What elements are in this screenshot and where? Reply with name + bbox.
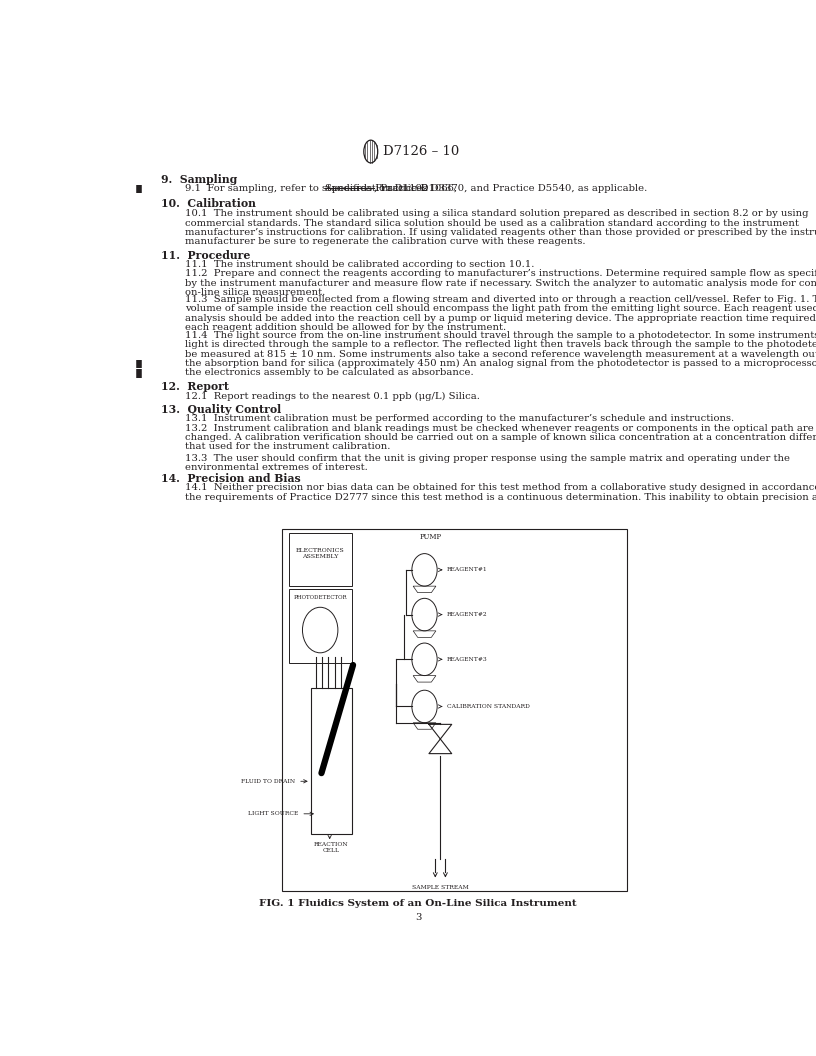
Text: LIGHT SOURCE: LIGHT SOURCE	[248, 811, 298, 816]
Text: the electronics assembly to be calculated as absorbance.: the electronics assembly to be calculate…	[185, 369, 473, 377]
Text: 10.1  The instrument should be calibrated using a silica standard solution prepa: 10.1 The instrument should be calibrated…	[185, 209, 809, 219]
Text: PHOTODETECTOR: PHOTODETECTOR	[294, 596, 347, 600]
Text: 13.  Quality Control: 13. Quality Control	[161, 404, 281, 415]
Text: PUMP: PUMP	[419, 533, 442, 542]
Text: 11.  Procedure: 11. Procedure	[161, 249, 251, 261]
Text: REAGENT#2: REAGENT#2	[446, 612, 487, 617]
Text: 11.2  Prepare and connect the reagents according to manufacturer’s instructions.: 11.2 Prepare and connect the reagents ac…	[185, 269, 816, 279]
Text: , Practices D3370, and Practice D5540, as applicable.: , Practices D3370, and Practice D5540, a…	[374, 184, 647, 193]
Text: each reagent addition should be allowed for by the instrument.: each reagent addition should be allowed …	[185, 323, 506, 333]
Text: volume of sample inside the reaction cell should encompass the light path from t: volume of sample inside the reaction cel…	[185, 304, 816, 314]
Text: FLUID TO DRAIN: FLUID TO DRAIN	[241, 778, 295, 784]
Text: 12.  Report: 12. Report	[161, 381, 228, 392]
Text: 13.1  Instrument calibration must be performed according to the manufacturer’s s: 13.1 Instrument calibration must be perf…	[185, 414, 734, 423]
Text: D7126 – 10: D7126 – 10	[383, 145, 459, 158]
Text: Specification D1192: Specification D1192	[325, 184, 428, 193]
Text: 3: 3	[415, 913, 421, 922]
Text: 14.  Precision and Bias: 14. Precision and Bias	[161, 473, 300, 484]
Text: 14.1  Neither precision nor bias data can be obtained for this test method from : 14.1 Neither precision nor bias data can…	[185, 484, 816, 492]
Text: ELECTRONICS
ASSEMBLY: ELECTRONICS ASSEMBLY	[296, 548, 344, 559]
Bar	[289, 588, 352, 663]
Text: on-line silica measurement.: on-line silica measurement.	[185, 288, 325, 297]
Text: 9.1  For sampling, refer to standards Practice D1066,: 9.1 For sampling, refer to standards Pra…	[185, 184, 460, 193]
Text: FIG. 1 Fluidics System of an On-Line Silica Instrument: FIG. 1 Fluidics System of an On-Line Sil…	[259, 900, 577, 908]
Text: analysis should be added into the reaction cell by a pump or liquid metering dev: analysis should be added into the reacti…	[185, 314, 816, 323]
Bar	[289, 533, 352, 586]
Text: REAGENT#1: REAGENT#1	[446, 567, 487, 572]
Text: REACTION
CELL: REACTION CELL	[314, 843, 348, 853]
Text: 13.2  Instrument calibration and blank readings must be checked whenever reagent: 13.2 Instrument calibration and blank re…	[185, 423, 814, 433]
Text: REAGENT#3: REAGENT#3	[446, 657, 487, 662]
Text: the requirements of Practice D2777 since this test method is a continuous determ: the requirements of Practice D2777 since…	[185, 493, 816, 502]
Text: commercial standards. The standard silica solution should be used as a calibrati: commercial standards. The standard silic…	[185, 219, 799, 228]
Text: by the instrument manufacturer and measure flow rate if necessary. Switch the an: by the instrument manufacturer and measu…	[185, 279, 816, 287]
Text: manufacturer be sure to regenerate the calibration curve with these reagents.: manufacturer be sure to regenerate the c…	[185, 238, 585, 246]
Text: the absorption band for silica (approximately 450 nm) An analog signal from the : the absorption band for silica (approxim…	[185, 359, 816, 369]
Text: CALIBRATION STANDARD: CALIBRATION STANDARD	[446, 704, 530, 709]
Bar	[282, 529, 627, 891]
Text: changed. A calibration verification should be carried out on a sample of known s: changed. A calibration verification shou…	[185, 433, 816, 441]
Text: 13.3  The user should confirm that the unit is giving proper response using the : 13.3 The user should confirm that the un…	[185, 454, 790, 463]
Text: 11.4  The light source from the on-line instrument should travel through the sam: 11.4 The light source from the on-line i…	[185, 331, 816, 340]
Text: manufacturer’s instructions for calibration. If using validated reagents other t: manufacturer’s instructions for calibrat…	[185, 228, 816, 237]
Text: 9.  Sampling: 9. Sampling	[161, 174, 237, 185]
Text: be measured at 815 ± 10 nm. Some instruments also take a second reference wavele: be measured at 815 ± 10 nm. Some instrum…	[185, 350, 816, 359]
Text: 11.3  Sample should be collected from a flowing stream and diverted into or thro: 11.3 Sample should be collected from a f…	[185, 295, 816, 304]
Text: 11.1  The instrument should be calibrated according to section 10.1.: 11.1 The instrument should be calibrated…	[185, 260, 534, 269]
Text: 12.1  Report readings to the nearest 0.1 ppb (μg/L) Silica.: 12.1 Report readings to the nearest 0.1 …	[185, 392, 480, 400]
Bar	[311, 687, 352, 834]
Text: 10.  Calibration: 10. Calibration	[161, 199, 255, 209]
Text: environmental extremes of interest.: environmental extremes of interest.	[185, 463, 367, 472]
Text: light is directed through the sample to a reflector. The reflected light then tr: light is directed through the sample to …	[185, 340, 816, 350]
Text: that used for the instrument calibration.: that used for the instrument calibration…	[185, 442, 390, 451]
Text: SAMPLE STREAM: SAMPLE STREAM	[412, 885, 468, 889]
